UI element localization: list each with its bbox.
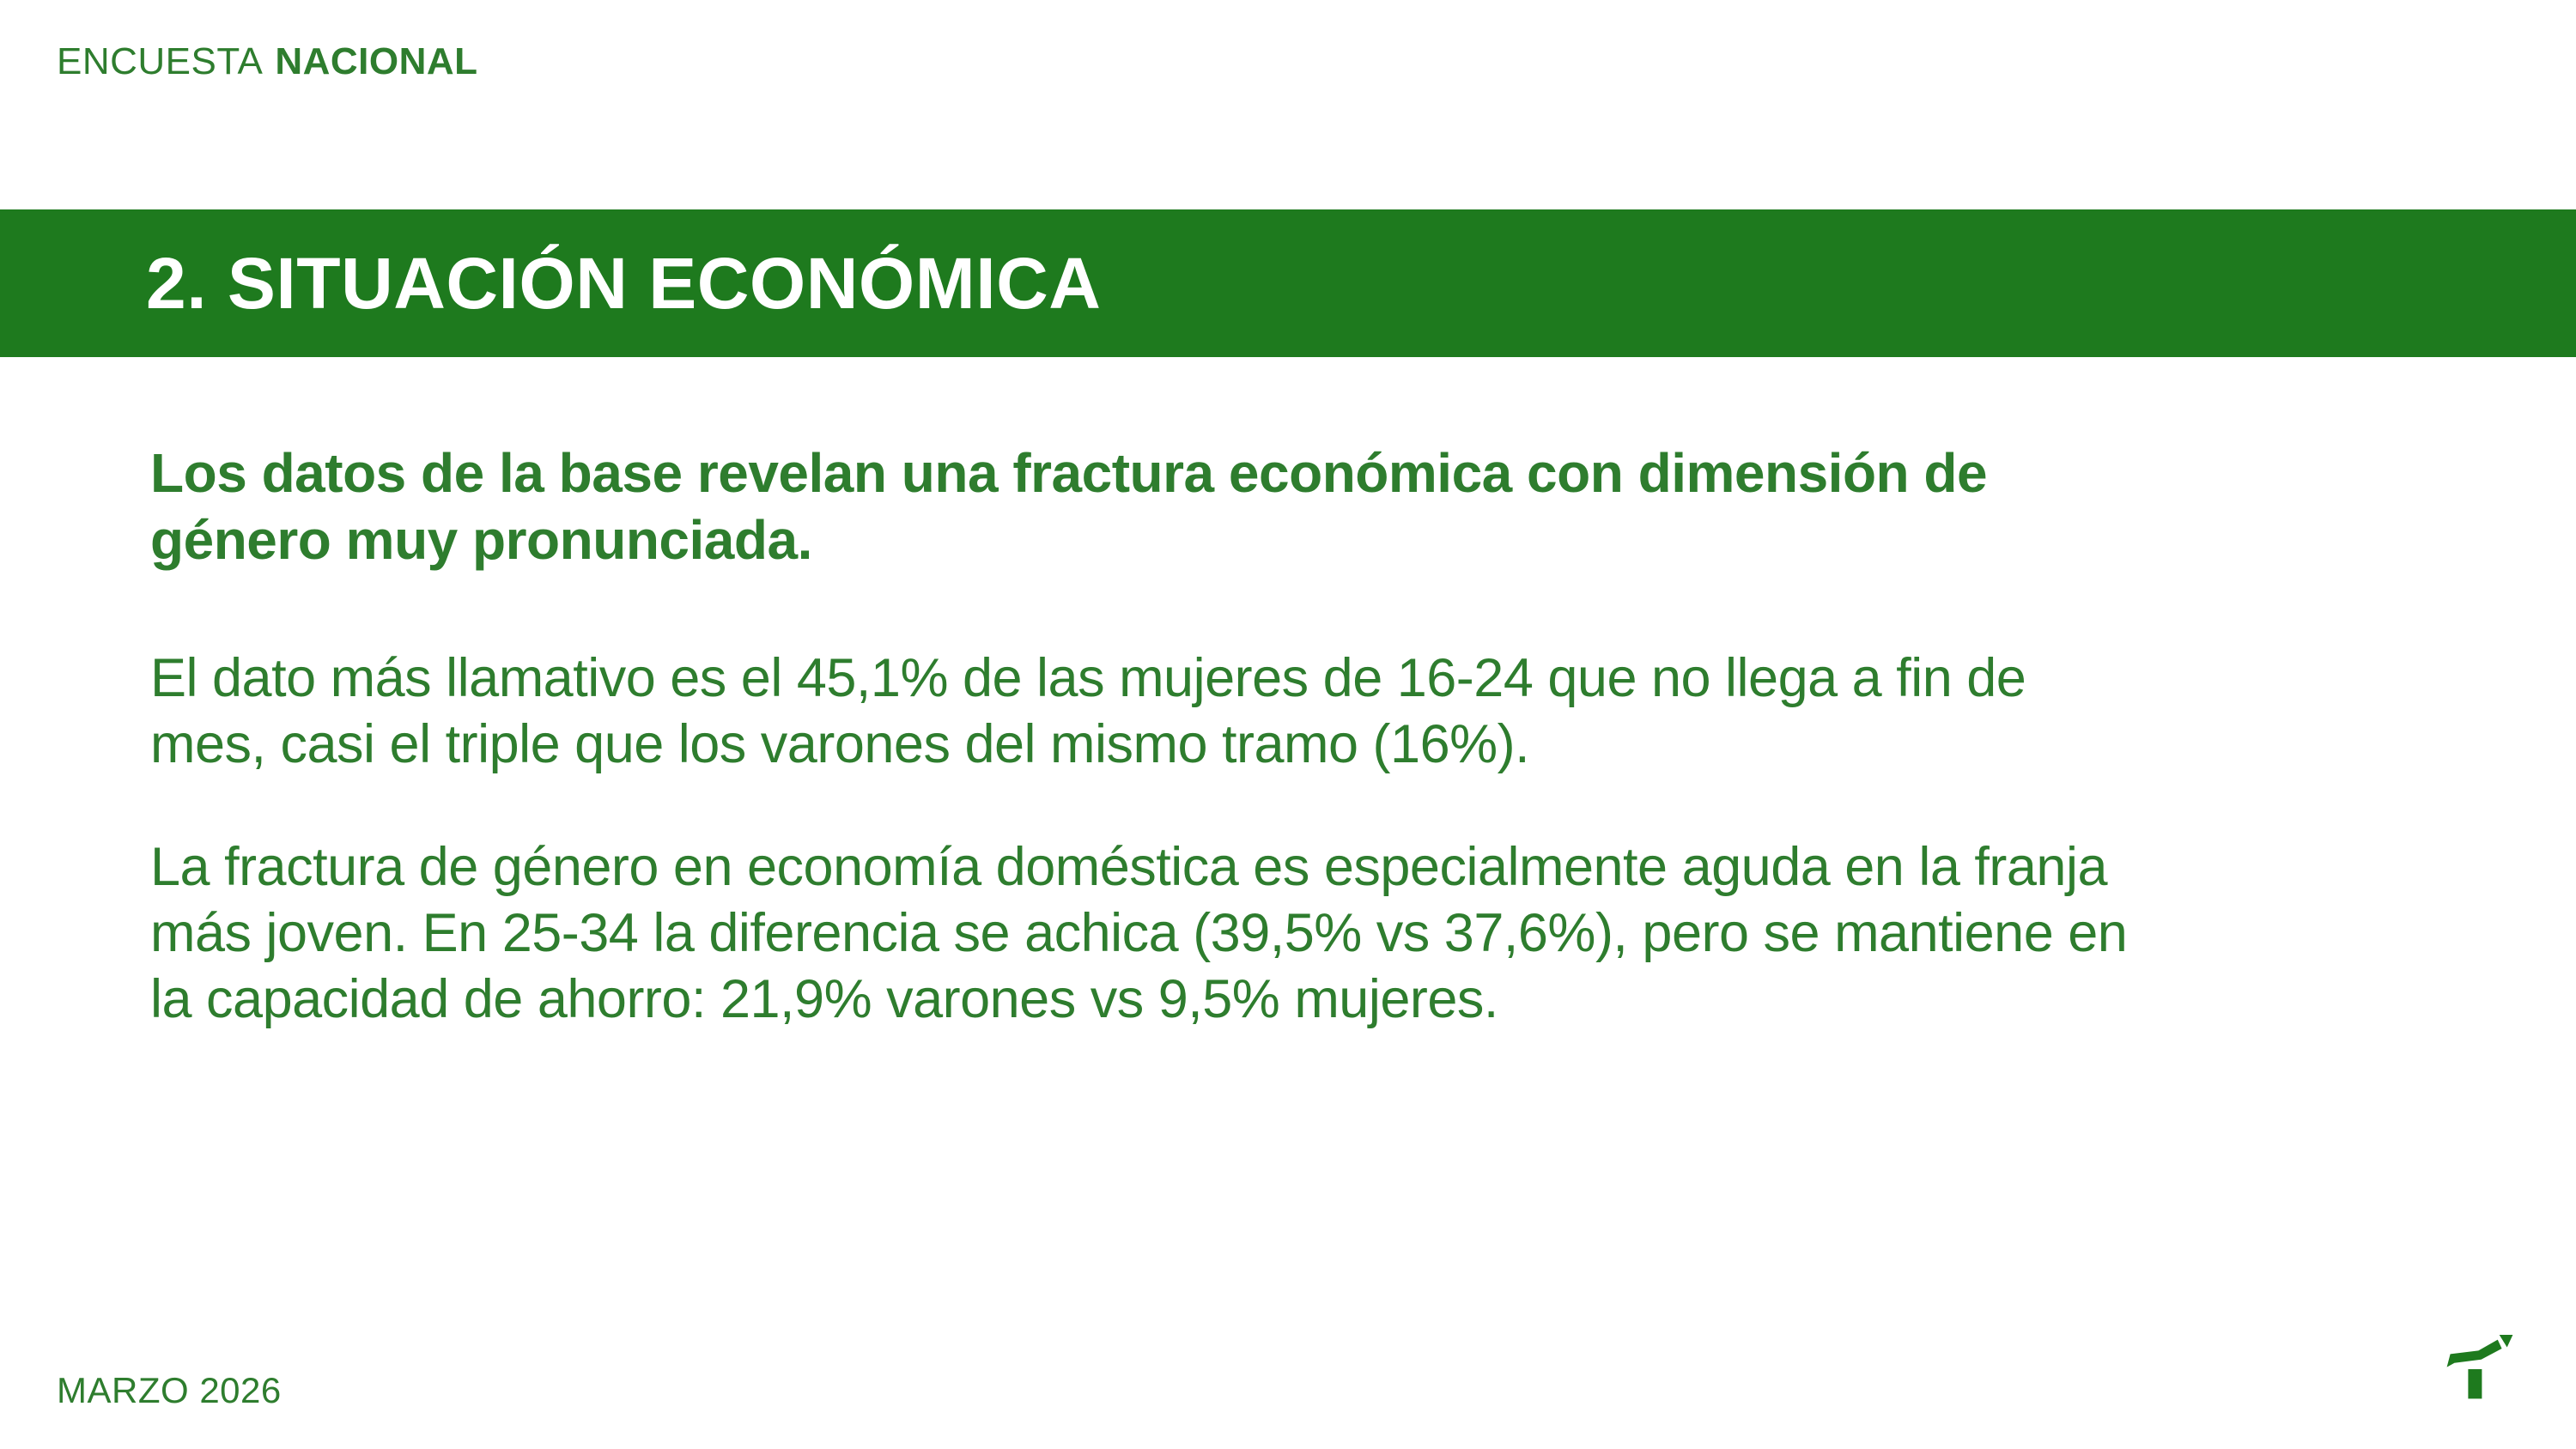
paragraph-1: El dato más llamativo es el 45,1% de las… bbox=[150, 646, 2026, 778]
slide-heading: Los datos de la base revelan una fractur… bbox=[150, 440, 1988, 573]
paragraph-2: La fractura de género en economía domést… bbox=[150, 834, 2128, 1033]
paragraph-2-line-1: La fractura de género en economía domést… bbox=[150, 837, 2107, 897]
paragraph-1-line-2: mes, casi el triple que los varones del … bbox=[150, 714, 1530, 774]
section-banner: 2. SITUACIÓN ECONÓMICA bbox=[0, 209, 2576, 357]
logo-arrow-head bbox=[2499, 1335, 2513, 1348]
kicker-bold-text: NACIONAL bbox=[275, 40, 478, 82]
section-title: 2. SITUACIÓN ECONÓMICA bbox=[146, 242, 1102, 324]
paragraph-2-line-3: la capacidad de ahorro: 21,9% varones vs… bbox=[150, 969, 1498, 1029]
footer-date: MARZO 2026 bbox=[57, 1370, 282, 1410]
heading-line-1: Los datos de la base revelan una fractur… bbox=[150, 442, 1988, 504]
kicker: ENCUESTA NACIONAL bbox=[57, 43, 478, 81]
heading-line-2: género muy pronunciada. bbox=[150, 509, 812, 571]
kicker-regular-text: ENCUESTA bbox=[57, 40, 264, 82]
paragraph-1-line-1: El dato más llamativo es el 45,1% de las… bbox=[150, 648, 2026, 708]
logo-arrow-shaft bbox=[2446, 1339, 2502, 1367]
logo-bar bbox=[2468, 1369, 2482, 1399]
paragraph-2-line-2: más joven. En 25-34 la diferencia se ach… bbox=[150, 903, 2128, 963]
trending-up-t-logo-icon bbox=[2446, 1335, 2513, 1399]
